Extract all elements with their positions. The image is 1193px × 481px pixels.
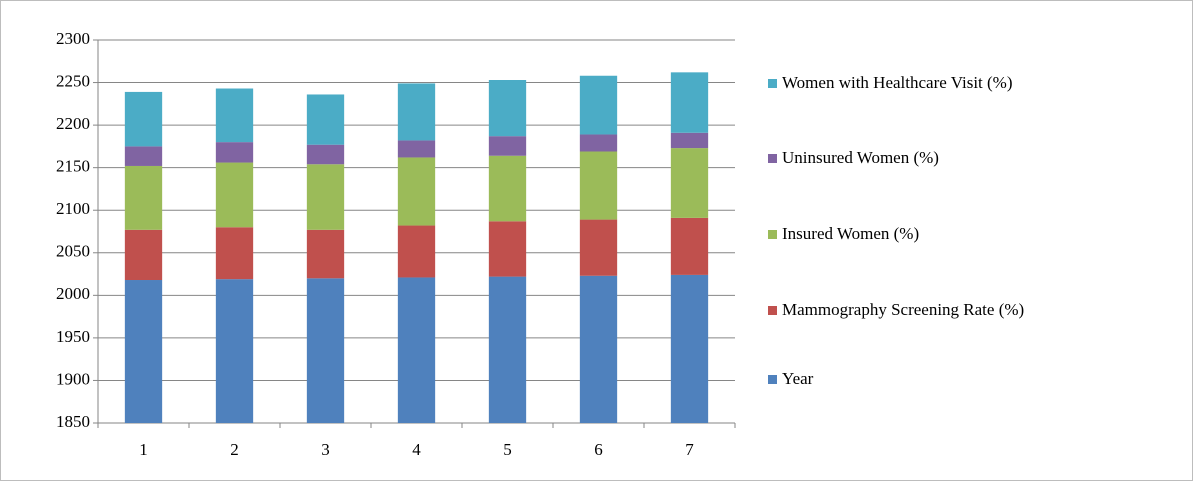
legend-swatch bbox=[768, 375, 777, 384]
bar-segment bbox=[124, 165, 163, 230]
bar-segment bbox=[306, 278, 345, 423]
bar-segment bbox=[488, 221, 527, 277]
bar-segment bbox=[579, 134, 618, 152]
x-tick-label: 5 bbox=[503, 440, 512, 459]
legend-item: Women with Healthcare Visit (%) bbox=[768, 71, 1162, 95]
x-tick-label: 7 bbox=[685, 440, 694, 459]
bar-segment bbox=[215, 279, 254, 423]
bar-segment bbox=[306, 94, 345, 145]
bar-segment bbox=[306, 144, 345, 165]
legend-swatch bbox=[768, 154, 777, 163]
bar-segment bbox=[397, 140, 436, 158]
bar-segment bbox=[124, 91, 163, 147]
bar-segment bbox=[215, 142, 254, 163]
y-tick-label: 2000 bbox=[56, 284, 90, 303]
y-tick-label: 2200 bbox=[56, 114, 90, 133]
bar-segment bbox=[670, 148, 709, 218]
x-tick-label: 1 bbox=[139, 440, 148, 459]
legend-item: Mammography Screening Rate (%) bbox=[768, 298, 1162, 322]
bar-segment bbox=[488, 155, 527, 222]
bar-segment bbox=[124, 280, 163, 423]
y-tick-label: 1850 bbox=[56, 412, 90, 431]
bar-segment bbox=[306, 229, 345, 279]
bar-segment bbox=[124, 146, 163, 166]
bar-segment bbox=[579, 151, 618, 220]
y-tick-label: 2300 bbox=[56, 29, 90, 48]
legend-swatch bbox=[768, 230, 777, 239]
y-tick-label: 1950 bbox=[56, 327, 90, 346]
y-tick-label: 2150 bbox=[56, 157, 90, 176]
bar-segment bbox=[215, 227, 254, 280]
legend-item: Uninsured Women (%) bbox=[768, 146, 1162, 170]
x-tick-label: 4 bbox=[412, 440, 421, 459]
bar-segment bbox=[215, 88, 254, 143]
bar-segment bbox=[124, 229, 163, 281]
bar-segment bbox=[397, 157, 436, 226]
y-tick-label: 2050 bbox=[56, 242, 90, 261]
y-tick-label: 2100 bbox=[56, 199, 90, 218]
legend-swatch bbox=[768, 79, 777, 88]
x-tick-label: 2 bbox=[230, 440, 239, 459]
bar-segment bbox=[670, 132, 709, 149]
bar-segment bbox=[670, 274, 709, 423]
legend-swatch bbox=[768, 306, 777, 315]
bar-segment bbox=[215, 162, 254, 228]
bar-segment bbox=[397, 277, 436, 423]
legend: Women with Healthcare Visit (%) Uninsured… bbox=[768, 0, 1188, 481]
bar-segment bbox=[579, 75, 618, 135]
x-tick-label: 6 bbox=[594, 440, 603, 459]
bar-segment bbox=[397, 83, 436, 141]
y-tick-label: 1900 bbox=[56, 369, 90, 388]
chart: 1850 1900 1950 2000 2050 2100 2150 2200 2250 2300… bbox=[56, 29, 736, 459]
bar-segment bbox=[397, 225, 436, 278]
bar-segment bbox=[488, 276, 527, 423]
legend-label: Mammography Screening Rate (%) bbox=[782, 300, 1025, 319]
legend-item: Year bbox=[768, 367, 1162, 391]
bar-segment bbox=[579, 275, 618, 423]
bar-segment bbox=[488, 136, 527, 156]
legend-label: Uninsured Women (%) bbox=[782, 148, 939, 167]
legend-item: Insured Women (%) bbox=[768, 222, 1162, 246]
legend-label: Year bbox=[782, 369, 814, 388]
bar-segment bbox=[579, 219, 618, 276]
bar-segment bbox=[488, 80, 527, 137]
bar-segment bbox=[670, 217, 709, 275]
legend-label: Women with Healthcare Visit (%) bbox=[782, 73, 1013, 92]
legend-label: Insured Women (%) bbox=[782, 224, 920, 243]
bar-segment bbox=[670, 72, 709, 133]
bar-segment bbox=[306, 164, 345, 230]
x-tick-label: 3 bbox=[321, 440, 330, 459]
y-tick-label: 2250 bbox=[56, 71, 90, 90]
